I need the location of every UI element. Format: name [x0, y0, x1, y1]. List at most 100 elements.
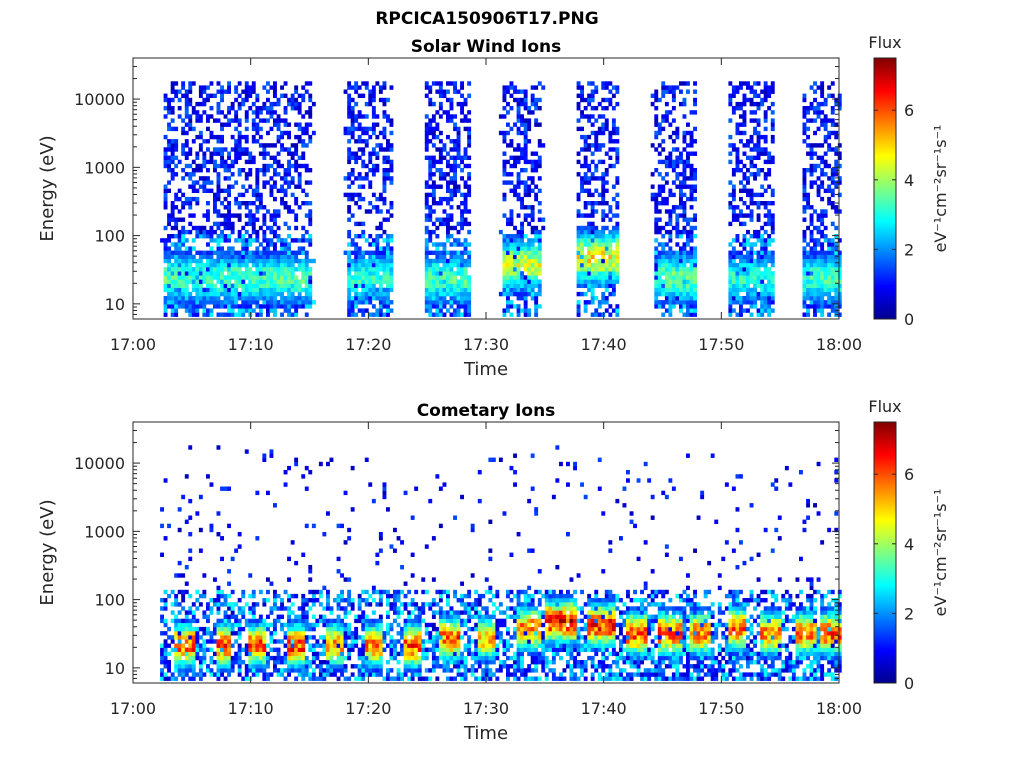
- heatmap-cell: [280, 275, 284, 280]
- heatmap-cell: [749, 267, 754, 272]
- heatmap-cell: [241, 242, 246, 247]
- heatmap-cell: [446, 184, 450, 189]
- heatmap-cell: [664, 283, 669, 288]
- heatmap-cell: [530, 267, 535, 272]
- heatmap-cell: [583, 279, 588, 284]
- heatmap-cell: [816, 262, 821, 268]
- heatmap-cell: [597, 130, 602, 136]
- heatmap-cell: [523, 296, 528, 301]
- heatmap-cell: [693, 139, 697, 144]
- heatmap-cell: [460, 250, 464, 255]
- heatmap-cell: [220, 639, 224, 644]
- heatmap-cell: [223, 610, 228, 615]
- heatmap-cell: [343, 192, 348, 198]
- heatmap-cell: [537, 163, 542, 169]
- heatmap-cell: [191, 602, 196, 607]
- heatmap-cell: [269, 287, 274, 293]
- heatmap-cell: [587, 213, 592, 218]
- heatmap-cell: [449, 147, 454, 152]
- heatmap-cell: [587, 188, 592, 193]
- heatmap-cell: [209, 151, 214, 156]
- heatmap-cell: [273, 300, 277, 305]
- heatmap-cell: [262, 618, 267, 624]
- x-tick-label: 17:00: [110, 335, 156, 354]
- heatmap-cell: [816, 304, 821, 309]
- heatmap-cell: [206, 97, 210, 103]
- heatmap-cell: [248, 242, 253, 247]
- heatmap-cell: [534, 234, 539, 239]
- heatmap-cell: [756, 139, 761, 144]
- heatmap-cell: [424, 213, 429, 218]
- heatmap-cell: [269, 85, 274, 90]
- heatmap-cell: [290, 106, 295, 111]
- heatmap-cell: [513, 122, 517, 127]
- heatmap-cell: [216, 118, 221, 123]
- heatmap-cell: [834, 258, 839, 264]
- heatmap-cell: [266, 296, 270, 301]
- heatmap-cell: [580, 93, 584, 98]
- heatmap-cell: [223, 205, 228, 210]
- heatmap-cell: [583, 234, 588, 239]
- heatmap-cell: [456, 308, 461, 313]
- heatmap-cell: [237, 147, 242, 152]
- heatmap-cell: [537, 122, 542, 127]
- heatmap-cell: [460, 291, 464, 297]
- heatmap-cell: [266, 614, 270, 619]
- heatmap-cell: [502, 234, 507, 239]
- heatmap-cell: [220, 660, 224, 665]
- heatmap-cell: [269, 254, 274, 260]
- heatmap-cell: [438, 283, 443, 288]
- heatmap-cell: [258, 312, 263, 317]
- heatmap-cell: [449, 205, 454, 210]
- heatmap-cell: [809, 275, 814, 280]
- heatmap-cell: [371, 168, 376, 173]
- heatmap-cell: [834, 225, 839, 231]
- heatmap-cell: [587, 246, 592, 251]
- heatmap-cell: [435, 308, 440, 313]
- heatmap-cell: [290, 258, 295, 264]
- heatmap-cell: [746, 287, 750, 293]
- heatmap-cell: [756, 283, 761, 288]
- heatmap-cell: [273, 262, 277, 268]
- heatmap-cell: [167, 304, 171, 309]
- heatmap-cell: [251, 134, 256, 140]
- heatmap-cell: [255, 626, 260, 632]
- heatmap-cell: [534, 229, 539, 235]
- heatmap-cell: [424, 180, 429, 185]
- heatmap-cell: [227, 296, 231, 301]
- heatmap-cell: [375, 279, 380, 284]
- heatmap-cell: [361, 159, 366, 165]
- heatmap-cell: [820, 300, 825, 305]
- heatmap-cell: [513, 304, 517, 309]
- heatmap-cell: [241, 168, 246, 173]
- heatmap-cell: [202, 631, 207, 636]
- heatmap-cell: [170, 262, 175, 268]
- heatmap-cell: [834, 279, 839, 284]
- heatmap-cell: [770, 159, 775, 165]
- heatmap-cell: [739, 312, 743, 317]
- heatmap-cell: [230, 225, 235, 231]
- heatmap-cell: [615, 308, 620, 313]
- heatmap-cell: [266, 271, 270, 276]
- heatmap-cell: [371, 151, 376, 156]
- heatmap-cell: [428, 168, 433, 173]
- heatmap-cell: [590, 287, 595, 293]
- heatmap-cell: [206, 631, 210, 636]
- heatmap-cell: [650, 143, 655, 148]
- heatmap-cell: [269, 229, 274, 235]
- heatmap-cell: [170, 589, 175, 595]
- heatmap-cell: [820, 250, 825, 255]
- heatmap-cell: [304, 254, 309, 260]
- heatmap-cell: [273, 168, 277, 173]
- heatmap-cell: [209, 229, 214, 235]
- heatmap-cell: [657, 279, 662, 284]
- heatmap-cell: [198, 143, 203, 148]
- heatmap-cell: [280, 118, 284, 123]
- heatmap-cell: [661, 126, 666, 132]
- heatmap-cell: [590, 238, 595, 243]
- heatmap-cell: [731, 308, 736, 313]
- heatmap-cell: [191, 267, 196, 272]
- heatmap-cell: [820, 118, 825, 123]
- heatmap-cell: [386, 304, 390, 309]
